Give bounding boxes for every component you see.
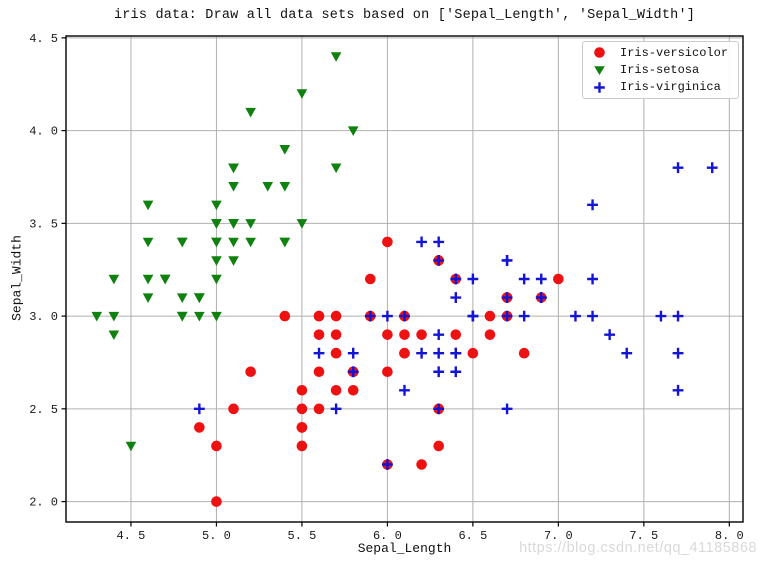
legend: Iris-versicolor Iris-setosa Iris-virgini… bbox=[582, 41, 739, 99]
legend-label-virginica: Iris-virginica bbox=[620, 80, 721, 95]
tick-marks bbox=[61, 37, 730, 527]
legend-item-virginica: Iris-virginica bbox=[592, 79, 734, 96]
circle-marker-icon bbox=[594, 47, 605, 58]
svg-text:7. 0: 7. 0 bbox=[544, 529, 573, 543]
svg-text:3. 0: 3. 0 bbox=[29, 310, 58, 324]
svg-text:6. 0: 6. 0 bbox=[373, 529, 402, 543]
chart-title: iris data: Draw all data sets based on [… bbox=[113, 8, 696, 23]
svg-text:3. 5: 3. 5 bbox=[29, 217, 58, 231]
y-tick-labels: 2. 0 2. 5 3. 0 3. 5 4. 0 4. 5 bbox=[29, 32, 58, 510]
x-tick-labels: 4. 5 5. 0 5. 5 6. 0 6. 5 7. 0 7. 5 8. 0 bbox=[117, 529, 744, 543]
watermark: https://blog.csdn.net/qq_41185868 bbox=[519, 540, 757, 556]
svg-text:2. 5: 2. 5 bbox=[29, 403, 58, 417]
legend-label-versicolor: Iris-versicolor bbox=[620, 45, 729, 60]
legend-item-versicolor: Iris-versicolor bbox=[592, 44, 734, 61]
svg-text:4. 5: 4. 5 bbox=[29, 32, 58, 46]
points-iris-virginica bbox=[193, 162, 718, 470]
y-axis-label: Sepal_Width bbox=[9, 235, 25, 321]
svg-text:8. 0: 8. 0 bbox=[715, 529, 744, 543]
triangle-down-marker-icon bbox=[594, 66, 605, 76]
plus-marker-icon bbox=[594, 82, 605, 93]
legend-item-setosa: Iris-setosa bbox=[592, 61, 734, 78]
points-iris-versicolor bbox=[194, 236, 564, 507]
points-iris-setosa bbox=[91, 52, 359, 452]
svg-text:4. 5: 4. 5 bbox=[117, 529, 146, 543]
svg-text:5. 5: 5. 5 bbox=[288, 529, 317, 543]
svg-text:4. 0: 4. 0 bbox=[29, 125, 58, 139]
svg-text:5. 0: 5. 0 bbox=[202, 529, 231, 543]
axes-frame bbox=[65, 35, 744, 523]
svg-text:6. 5: 6. 5 bbox=[458, 529, 487, 543]
svg-text:7. 5: 7. 5 bbox=[629, 529, 658, 543]
legend-label-setosa: Iris-setosa bbox=[620, 62, 700, 77]
svg-text:2. 0: 2. 0 bbox=[29, 496, 58, 510]
x-axis-label: Sepal_Length bbox=[357, 541, 452, 556]
